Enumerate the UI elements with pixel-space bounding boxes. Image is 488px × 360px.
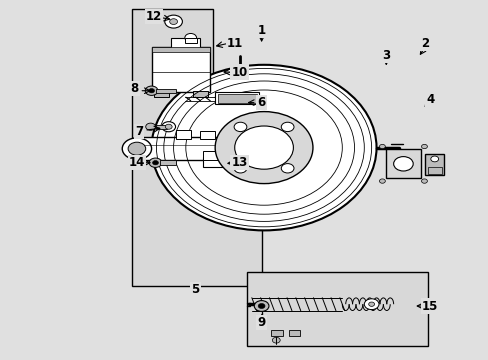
Circle shape <box>430 156 438 162</box>
Bar <box>271 330 282 336</box>
Circle shape <box>148 89 154 93</box>
Circle shape <box>215 112 312 184</box>
Text: 5: 5 <box>191 283 199 296</box>
Circle shape <box>165 124 172 129</box>
Text: 13: 13 <box>231 156 247 169</box>
Circle shape <box>368 302 374 306</box>
Bar <box>242 130 264 167</box>
Circle shape <box>256 317 266 324</box>
Bar <box>193 91 207 97</box>
Circle shape <box>281 163 293 173</box>
Text: 15: 15 <box>421 300 438 312</box>
Circle shape <box>258 303 264 309</box>
Bar <box>132 158 261 286</box>
Bar <box>215 92 259 104</box>
Text: 12: 12 <box>145 10 162 23</box>
Text: 2: 2 <box>421 37 428 50</box>
Text: 8: 8 <box>130 82 138 95</box>
Bar <box>155 125 167 129</box>
Bar <box>200 131 215 139</box>
Circle shape <box>164 15 182 28</box>
Bar <box>160 160 176 165</box>
Bar <box>171 38 200 49</box>
Text: 11: 11 <box>226 37 243 50</box>
Circle shape <box>234 126 293 169</box>
Bar <box>151 47 210 52</box>
Circle shape <box>379 179 385 183</box>
Bar <box>246 272 427 346</box>
Bar <box>156 89 176 93</box>
Circle shape <box>152 161 158 165</box>
Bar <box>134 137 259 160</box>
Bar <box>217 94 256 103</box>
Bar <box>151 47 210 92</box>
Circle shape <box>364 299 378 310</box>
Bar <box>425 154 443 175</box>
Circle shape <box>281 122 293 132</box>
Text: 14: 14 <box>128 156 145 169</box>
Circle shape <box>421 179 427 183</box>
Bar <box>176 130 190 139</box>
Circle shape <box>122 138 151 159</box>
Bar <box>154 91 168 97</box>
Circle shape <box>254 301 268 311</box>
Text: 9: 9 <box>257 316 265 329</box>
Circle shape <box>379 144 385 149</box>
Circle shape <box>149 158 162 167</box>
Bar <box>254 140 264 157</box>
Bar <box>132 9 212 146</box>
Text: 6: 6 <box>257 96 265 109</box>
Circle shape <box>145 123 155 130</box>
Bar <box>386 149 420 178</box>
Bar <box>184 38 196 43</box>
Text: 10: 10 <box>231 66 247 78</box>
Bar <box>203 157 229 167</box>
Text: 4: 4 <box>426 93 433 105</box>
Circle shape <box>234 122 246 132</box>
Circle shape <box>421 144 427 149</box>
Circle shape <box>151 65 376 230</box>
Circle shape <box>272 337 280 343</box>
Circle shape <box>234 163 246 173</box>
Circle shape <box>184 33 196 42</box>
Text: 1: 1 <box>257 24 265 37</box>
Text: 3: 3 <box>382 49 389 62</box>
Text: 7: 7 <box>135 125 143 138</box>
Circle shape <box>162 122 175 132</box>
Bar <box>427 167 441 174</box>
Circle shape <box>128 142 145 155</box>
Circle shape <box>393 157 412 171</box>
Circle shape <box>169 19 177 24</box>
Bar <box>203 151 217 160</box>
Bar <box>288 330 299 336</box>
Circle shape <box>145 86 158 95</box>
